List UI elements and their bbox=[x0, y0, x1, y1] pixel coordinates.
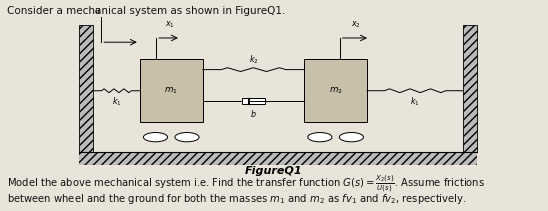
Text: FigureQ1: FigureQ1 bbox=[245, 166, 303, 176]
Circle shape bbox=[144, 133, 168, 142]
Text: Consider a mechanical system as shown in FigureQ1.: Consider a mechanical system as shown in… bbox=[7, 6, 285, 16]
Bar bbox=[242, 98, 265, 104]
Text: $k_1$: $k_1$ bbox=[112, 95, 121, 108]
Bar bbox=[463, 25, 477, 152]
Text: between wheel and the ground for both the masses $m_1$ and $m_2$ as $fv_1$ and $: between wheel and the ground for both th… bbox=[7, 192, 466, 206]
Text: $x_2$: $x_2$ bbox=[351, 19, 361, 30]
Text: $m_2$: $m_2$ bbox=[329, 85, 342, 96]
Text: $x_1$: $x_1$ bbox=[165, 19, 175, 30]
Bar bbox=[140, 59, 203, 122]
Text: $k_1$: $k_1$ bbox=[410, 95, 420, 108]
Text: $m_1$: $m_1$ bbox=[164, 85, 178, 96]
Circle shape bbox=[339, 133, 363, 142]
Bar bbox=[304, 59, 367, 122]
Bar bbox=[79, 25, 93, 152]
Text: $b$: $b$ bbox=[250, 108, 257, 119]
Circle shape bbox=[308, 133, 332, 142]
Circle shape bbox=[175, 133, 199, 142]
Text: Model the above mechanical system i.e. Find the transfer function $G(s) = \frac{: Model the above mechanical system i.e. F… bbox=[7, 174, 484, 195]
Text: $u$: $u$ bbox=[94, 6, 100, 15]
Text: $k_2$: $k_2$ bbox=[249, 54, 258, 66]
Bar bbox=[79, 152, 477, 165]
